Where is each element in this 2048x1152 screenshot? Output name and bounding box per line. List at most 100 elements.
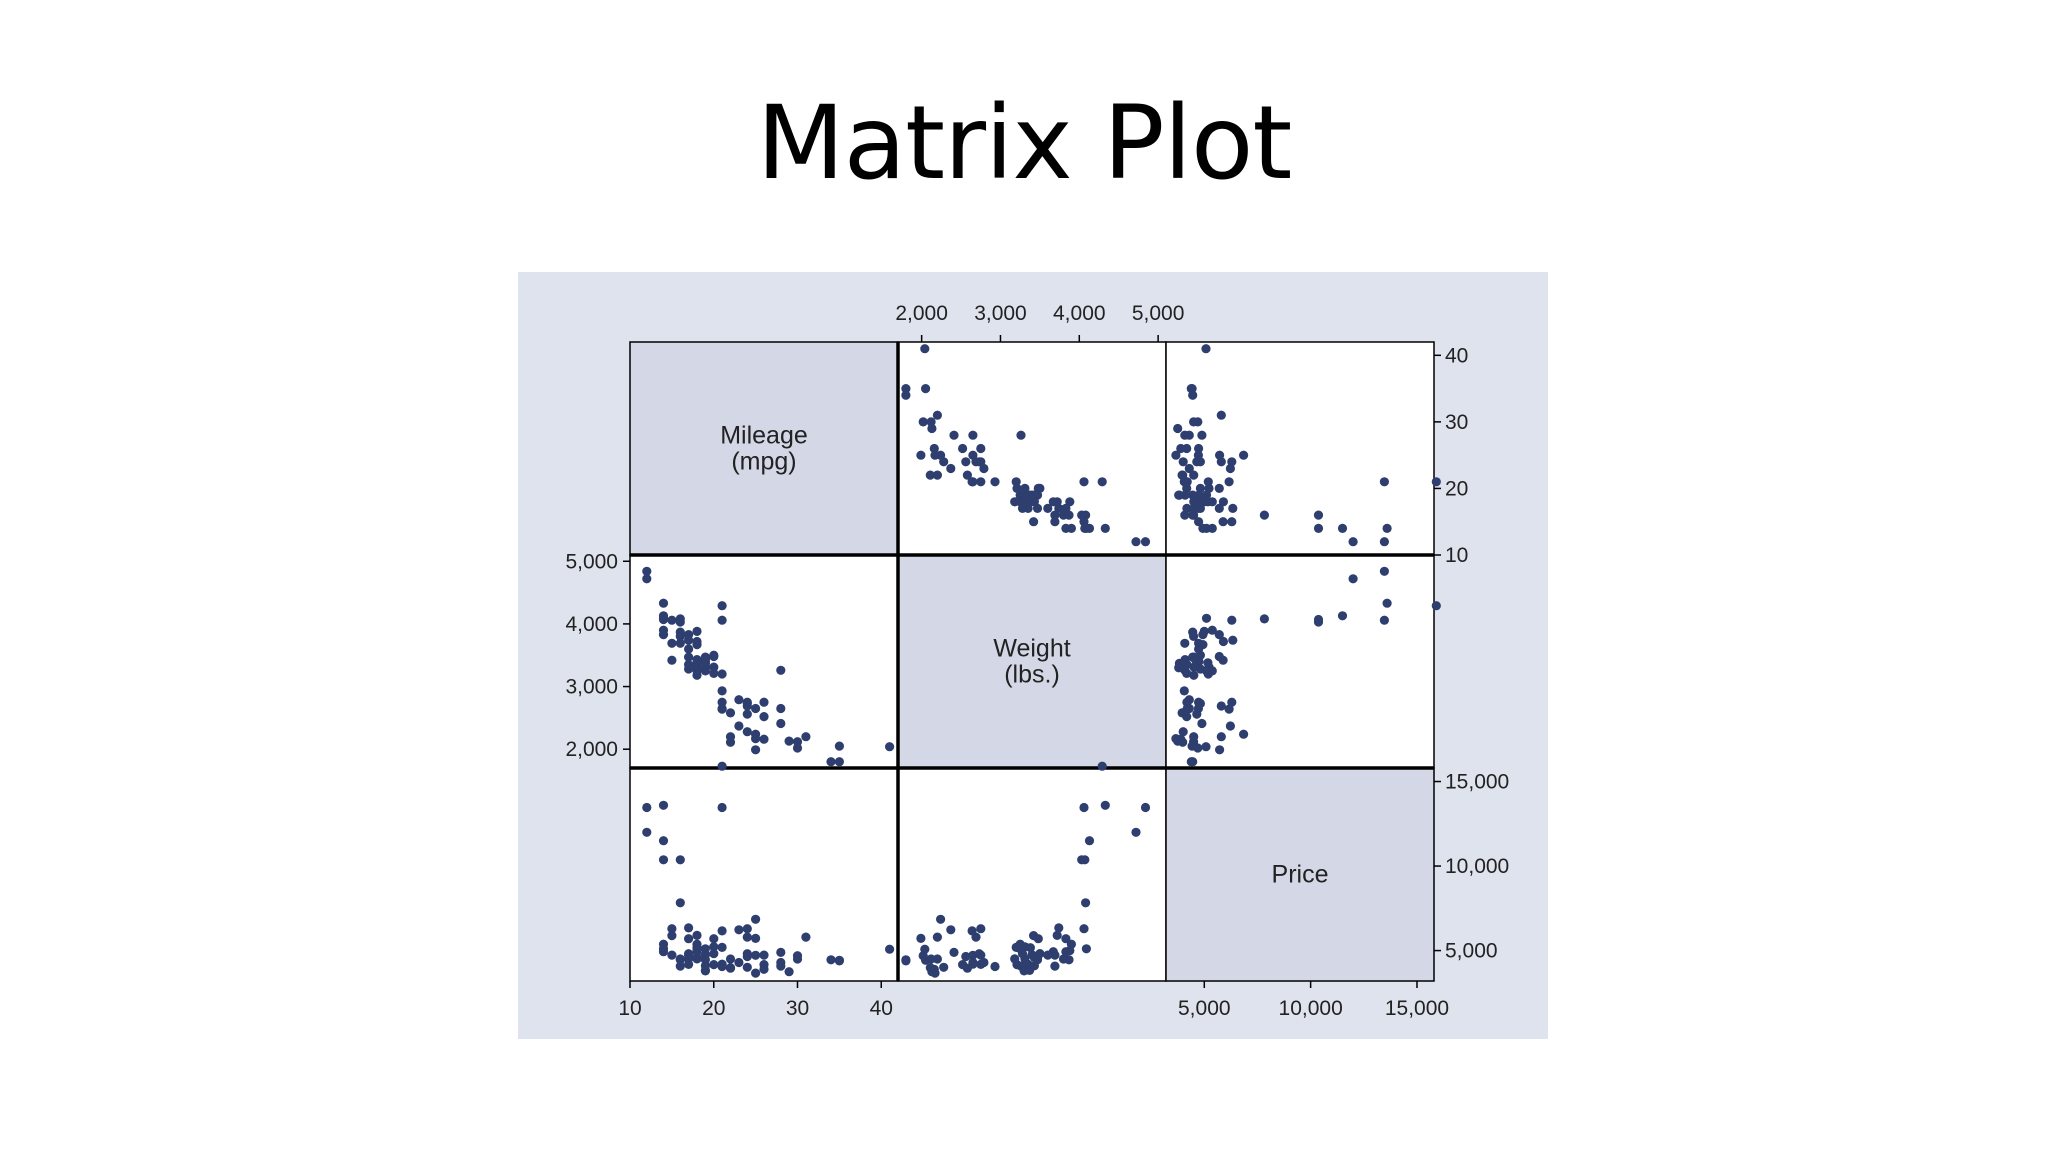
data-point bbox=[1382, 598, 1392, 608]
data-point bbox=[1228, 503, 1238, 513]
data-point bbox=[692, 670, 702, 680]
data-point bbox=[1080, 855, 1090, 865]
data-point bbox=[1020, 483, 1030, 493]
data-point bbox=[1431, 477, 1441, 487]
data-point bbox=[1216, 457, 1226, 467]
data-point bbox=[675, 638, 685, 648]
diagonal-cell-price bbox=[1165, 767, 1435, 982]
data-point bbox=[759, 734, 769, 744]
data-point bbox=[1379, 615, 1389, 625]
tick-label: 30 bbox=[1445, 411, 1468, 434]
matrix-axes: 2,000 3,000 4,000 5,000 10 20 30 40 5,000 10,000 1… bbox=[565, 302, 1509, 1020]
data-point bbox=[784, 967, 794, 977]
data-point bbox=[1201, 742, 1211, 752]
data-point bbox=[709, 668, 719, 678]
data-point bbox=[1050, 950, 1060, 960]
diagonal-label-weight: (lbs.) bbox=[1004, 661, 1060, 689]
data-point bbox=[921, 384, 931, 394]
scatter-matrix-panel: 2,000 3,000 4,000 5,000 10 20 30 40 5,000 10,000 1… bbox=[518, 272, 1548, 1039]
data-point bbox=[1171, 450, 1181, 460]
data-point bbox=[925, 470, 935, 480]
data-point bbox=[784, 736, 794, 746]
data-point bbox=[658, 947, 669, 957]
data-point bbox=[1032, 954, 1043, 964]
data-point bbox=[658, 614, 669, 625]
data-point bbox=[684, 644, 694, 654]
data-point bbox=[692, 946, 702, 956]
diagonal-label-price: Price bbox=[1272, 861, 1329, 889]
data-point bbox=[1215, 745, 1225, 755]
data-point bbox=[1192, 709, 1202, 719]
data-point bbox=[1064, 510, 1074, 520]
data-point bbox=[1239, 729, 1249, 739]
diagonal-cell-mpg bbox=[629, 341, 899, 556]
data-point bbox=[971, 457, 981, 467]
data-point bbox=[1348, 574, 1358, 584]
data-point bbox=[1216, 701, 1226, 711]
data-point bbox=[776, 961, 786, 971]
data-point bbox=[1194, 443, 1204, 454]
data-point bbox=[734, 925, 744, 935]
data-point bbox=[658, 630, 669, 640]
data-point bbox=[1061, 523, 1071, 533]
data-point bbox=[776, 718, 786, 729]
data-point bbox=[1050, 517, 1060, 527]
data-point bbox=[734, 721, 744, 731]
data-point bbox=[1054, 503, 1064, 513]
data-point bbox=[700, 663, 710, 673]
data-point bbox=[990, 961, 1000, 972]
data-point bbox=[742, 932, 752, 942]
data-point bbox=[967, 926, 977, 936]
data-point bbox=[916, 450, 926, 460]
data-point bbox=[759, 697, 769, 707]
data-point bbox=[751, 703, 761, 714]
tick-label: 3,000 bbox=[565, 676, 618, 699]
data-point bbox=[692, 626, 702, 636]
data-point bbox=[725, 732, 736, 742]
data-point bbox=[675, 898, 685, 908]
data-point bbox=[1174, 490, 1184, 500]
data-point bbox=[725, 708, 736, 718]
data-point bbox=[1227, 697, 1237, 707]
data-point bbox=[1348, 537, 1358, 547]
data-point bbox=[1195, 457, 1205, 467]
data-point bbox=[929, 443, 939, 454]
tick-label: 4,000 bbox=[1053, 302, 1106, 325]
data-point bbox=[1259, 614, 1269, 624]
data-point bbox=[1227, 517, 1237, 527]
data-point bbox=[1195, 664, 1205, 674]
data-point bbox=[759, 712, 769, 722]
data-point bbox=[1017, 503, 1028, 513]
slide-title: Matrix Plot bbox=[756, 84, 1293, 203]
data-point bbox=[885, 944, 895, 954]
data-point bbox=[684, 664, 694, 674]
data-point bbox=[834, 956, 844, 966]
data-point bbox=[976, 924, 986, 934]
data-point bbox=[885, 742, 895, 752]
data-point bbox=[1054, 923, 1064, 933]
data-point bbox=[1080, 523, 1090, 533]
data-point bbox=[1218, 517, 1228, 527]
data-point bbox=[751, 933, 761, 944]
data-point bbox=[1079, 477, 1089, 487]
data-point bbox=[834, 757, 844, 767]
data-point bbox=[658, 800, 669, 810]
data-point bbox=[1097, 761, 1107, 771]
data-point bbox=[725, 954, 736, 964]
data-point bbox=[709, 960, 719, 970]
data-point bbox=[709, 662, 719, 672]
data-point bbox=[1218, 655, 1228, 665]
data-point bbox=[792, 737, 803, 747]
data-point bbox=[1227, 615, 1237, 625]
data-point bbox=[961, 457, 971, 467]
data-point bbox=[1198, 630, 1208, 640]
data-point bbox=[1029, 517, 1039, 527]
data-point bbox=[1203, 658, 1213, 668]
data-point bbox=[1066, 939, 1076, 949]
data-point bbox=[1189, 497, 1199, 507]
scatter-cell-price-vs-mpg bbox=[629, 767, 899, 982]
data-point bbox=[801, 932, 811, 942]
data-point bbox=[1179, 686, 1189, 696]
data-point bbox=[1043, 950, 1053, 960]
data-point bbox=[901, 955, 911, 965]
